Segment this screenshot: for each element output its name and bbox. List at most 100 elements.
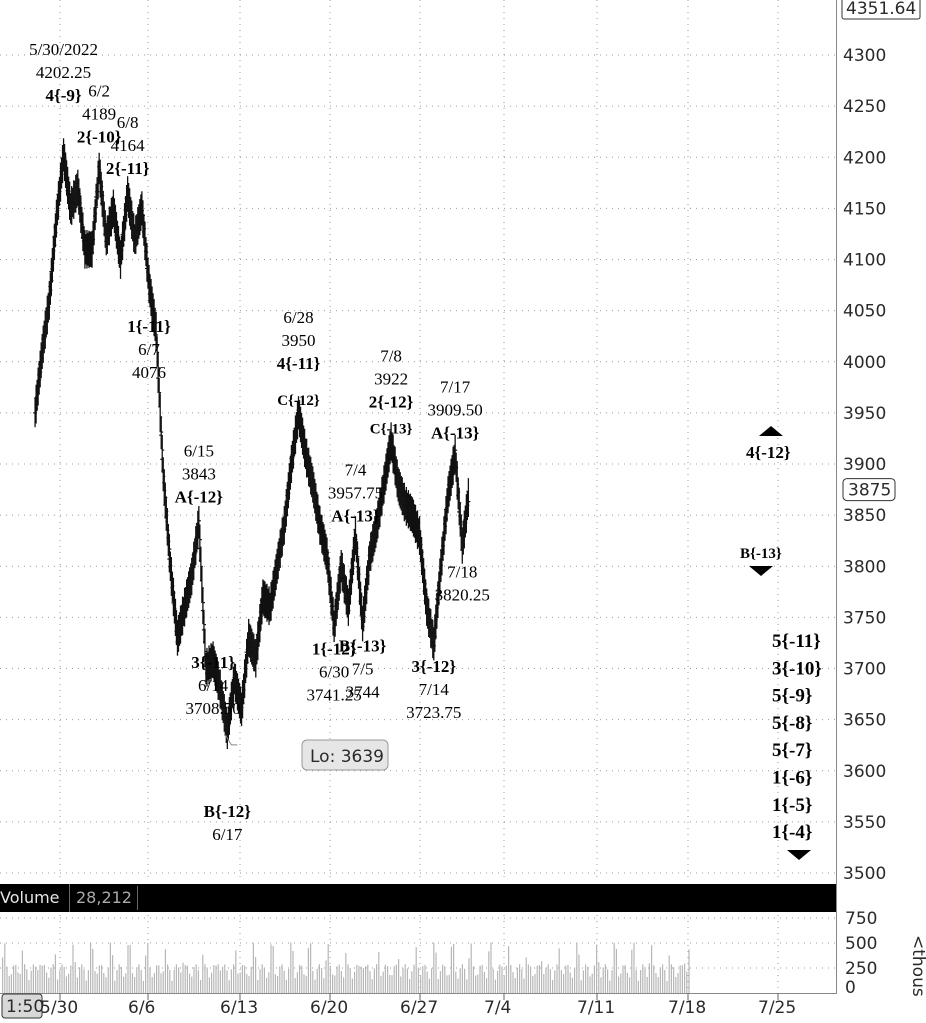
volume-bar [411, 971, 413, 993]
date-tick-label: 6/27 [400, 998, 438, 1018]
volume-bar [596, 944, 598, 993]
volume-bar [486, 978, 488, 993]
volume-bar [87, 970, 89, 993]
volume-bar [483, 971, 485, 993]
volume-bar [277, 975, 279, 993]
date-price-label: 3723.75 [406, 703, 461, 722]
wave-annotation: 3{-11} 6/14 3708.50 [185, 653, 240, 718]
date-price-label: 3909.50 [428, 400, 483, 419]
volume-bar [241, 965, 243, 993]
volume-bar [173, 969, 175, 993]
volume-bar [288, 969, 290, 993]
volume-bar [343, 977, 345, 993]
volume-bar [259, 969, 261, 993]
volume-bar [213, 965, 215, 993]
volume-bar [200, 979, 202, 993]
price-tick-label: 3600 [843, 762, 886, 782]
date-price-label: 3741.25 [306, 685, 361, 704]
volume-bar [437, 979, 439, 993]
volume-bar [686, 971, 688, 993]
volume-bar [274, 974, 276, 993]
date-price-label: 4189 [82, 104, 116, 123]
volume-bar [189, 973, 191, 993]
stack-wave-label: 5{-8} [772, 713, 812, 734]
volume-bar [125, 973, 127, 993]
wave-label: A{-12} [175, 487, 224, 506]
volume-bar [477, 974, 479, 993]
volume-bar [475, 975, 477, 993]
volume-bar [279, 966, 281, 993]
volume-bar [607, 969, 609, 993]
time-axis-background [0, 994, 926, 1023]
date-price-label: 3843 [182, 464, 216, 483]
volume-bar [534, 974, 536, 993]
wave-label: B{-12} [204, 802, 252, 821]
volume-bar [622, 965, 624, 993]
volume-bar [600, 977, 602, 993]
wave-label: 2{-12} [369, 393, 414, 412]
volume-bar [2, 957, 4, 993]
volume-bar [327, 944, 329, 993]
volume-bar [83, 969, 85, 993]
date-price-label: 7/8 [380, 347, 402, 366]
stack-wave-label: 3{-10} [772, 658, 822, 679]
volume-bar [167, 964, 169, 993]
volume-bar [417, 967, 419, 993]
volume-bar [237, 973, 239, 993]
volume-bar [230, 969, 232, 993]
volume-bar [675, 977, 677, 993]
volume-bar [378, 951, 380, 993]
volume-bar [233, 964, 235, 993]
volume-separator [137, 886, 138, 910]
volume-unit-label: <thous [908, 935, 926, 997]
volume-bar [208, 977, 210, 993]
volume-bar [156, 965, 158, 993]
volume-bar [387, 966, 389, 993]
volume-bar [54, 954, 56, 993]
date-price-label: 3922 [374, 370, 408, 389]
volume-bar [490, 942, 492, 993]
volume-bar [536, 965, 538, 993]
volume-bar [28, 980, 30, 993]
wave-label: 4{-9} [46, 86, 82, 105]
date-price-label: 6/14 [198, 676, 229, 695]
volume-bar [367, 964, 369, 993]
volume-bar [679, 965, 681, 993]
volume-bar [576, 942, 578, 993]
volume-bar [615, 948, 617, 993]
volume-bar [552, 980, 554, 993]
volume-bar [501, 966, 503, 993]
wave-label: 2{-10} [77, 127, 122, 146]
volume-bar [149, 967, 151, 993]
stack-wave-label: 5{-9} [772, 686, 812, 707]
volume-bar [61, 964, 63, 993]
volume-tick-zero: 0 [845, 978, 856, 998]
volume-bar [380, 975, 382, 993]
volume-bar [598, 962, 600, 993]
volume-bar [527, 964, 529, 993]
volume-bar [48, 977, 50, 993]
date-tick-label: 6/13 [220, 998, 258, 1018]
date-price-label: 6/8 [117, 113, 139, 132]
wave-label: A{-13} [331, 507, 380, 526]
volume-bar [310, 943, 312, 993]
volume-bar [76, 977, 78, 993]
volume-bar [292, 950, 294, 993]
wave-annotation: 7/18 3820.25 [435, 563, 490, 605]
volume-bar [272, 945, 274, 993]
volume-bar [103, 972, 105, 993]
volume-bar [580, 980, 582, 993]
volume-bar [211, 972, 213, 993]
volume-bar [620, 973, 622, 993]
wave-annotation: B{-12} 6/17 [204, 802, 252, 844]
volume-bar [591, 973, 593, 993]
date-tick-label: 7/18 [668, 998, 706, 1018]
wave-annotation: 2{-12} 3922 7/8 [369, 347, 414, 412]
volume-bar [532, 975, 534, 993]
volume-bar [525, 957, 527, 993]
volume-bar [587, 966, 589, 993]
volume-bar [373, 968, 375, 993]
volume-bar [140, 969, 142, 993]
volume-bar [558, 948, 560, 993]
volume-bar [448, 974, 450, 993]
